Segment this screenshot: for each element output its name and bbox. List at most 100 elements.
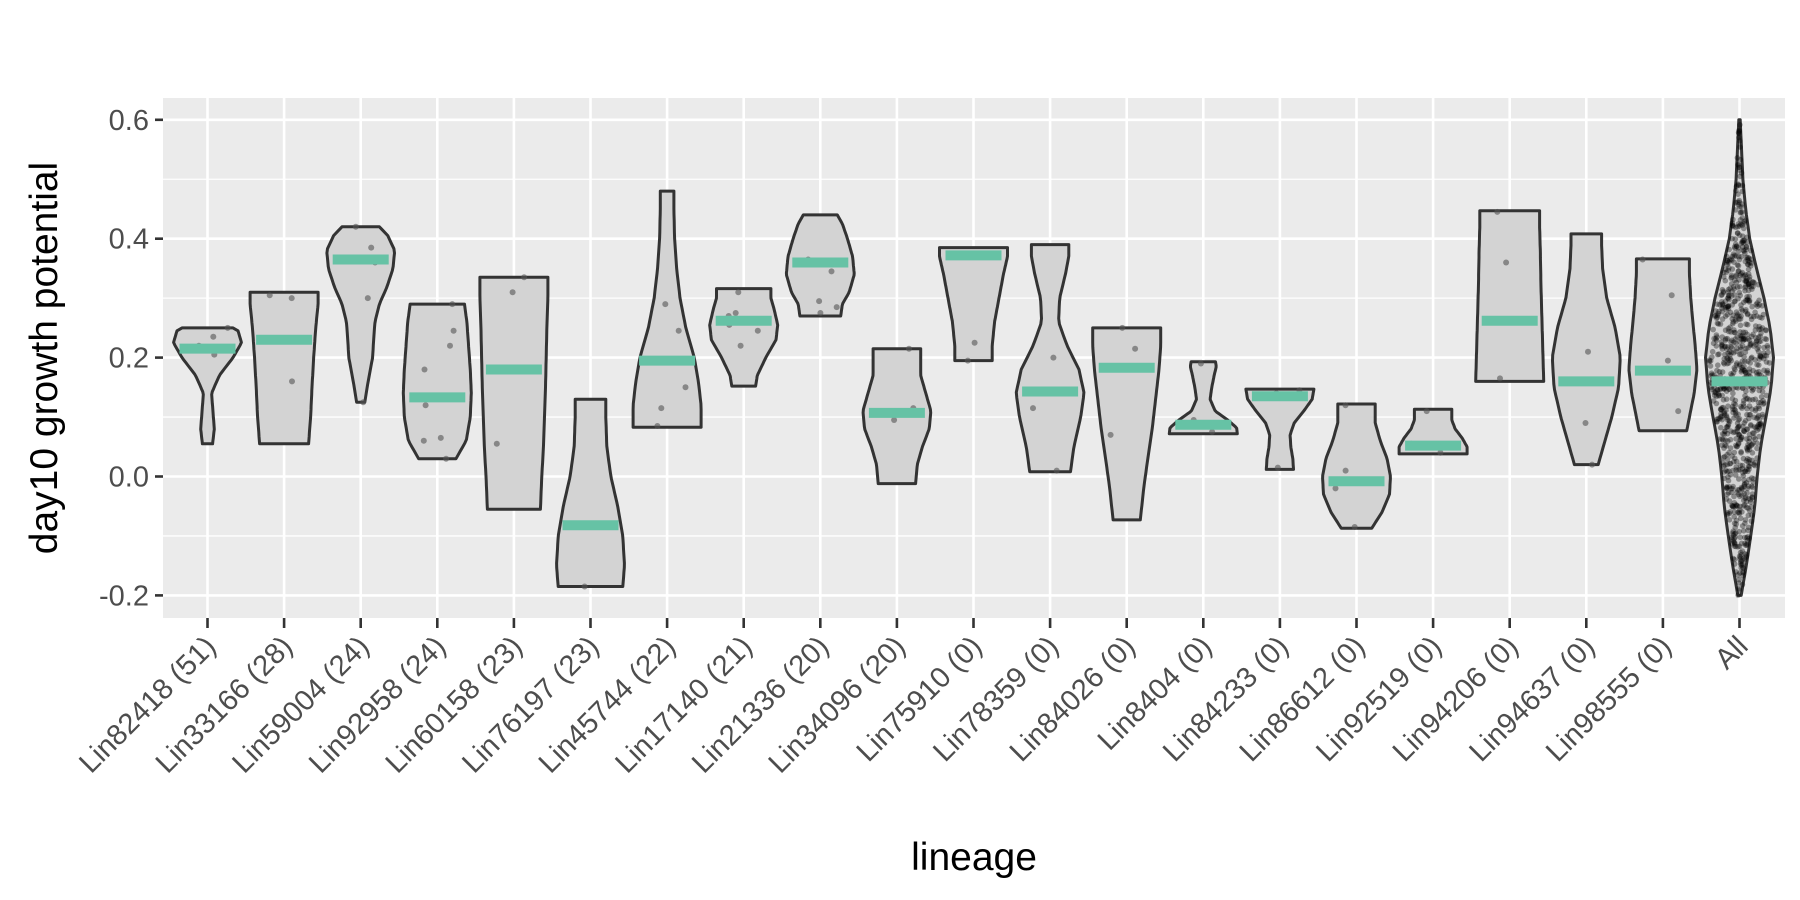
data-point bbox=[1743, 244, 1750, 250]
data-point bbox=[1749, 279, 1756, 285]
data-point bbox=[1728, 275, 1734, 281]
data-point bbox=[1759, 325, 1766, 331]
data-point bbox=[1744, 534, 1751, 540]
data-point bbox=[1726, 418, 1733, 425]
data-point bbox=[662, 301, 669, 308]
data-point bbox=[1750, 367, 1756, 374]
data-point bbox=[1743, 552, 1750, 558]
data-point bbox=[1758, 330, 1764, 336]
data-point bbox=[1738, 369, 1745, 375]
data-point bbox=[1732, 472, 1739, 478]
data-point bbox=[1724, 468, 1731, 475]
data-point bbox=[1746, 274, 1753, 280]
data-point bbox=[1735, 268, 1742, 275]
data-point bbox=[1743, 504, 1750, 511]
data-point bbox=[1742, 258, 1749, 265]
data-point bbox=[1735, 440, 1742, 447]
data-point bbox=[1756, 371, 1762, 378]
data-point bbox=[1720, 437, 1726, 443]
data-point bbox=[1745, 266, 1752, 273]
data-point bbox=[1744, 275, 1750, 282]
data-point bbox=[1742, 284, 1748, 291]
data-point bbox=[1725, 292, 1732, 299]
data-point bbox=[1721, 356, 1727, 362]
data-point bbox=[1717, 406, 1724, 413]
data-point bbox=[1742, 217, 1749, 224]
data-point bbox=[1743, 278, 1750, 284]
data-point bbox=[1744, 297, 1750, 303]
violin bbox=[1704, 118, 1775, 597]
data-point bbox=[1726, 357, 1732, 364]
data-point bbox=[1739, 523, 1746, 529]
data-point bbox=[1756, 368, 1762, 375]
data-point bbox=[1746, 255, 1752, 262]
data-point bbox=[1743, 244, 1750, 250]
data-point bbox=[1755, 344, 1762, 350]
data-point bbox=[1050, 354, 1057, 361]
data-point bbox=[1740, 569, 1746, 575]
data-point bbox=[1736, 351, 1743, 358]
data-point bbox=[1749, 442, 1755, 448]
data-point bbox=[1761, 367, 1767, 374]
data-point bbox=[1757, 352, 1763, 359]
data-point bbox=[1741, 477, 1747, 483]
data-point bbox=[1742, 534, 1748, 541]
data-point bbox=[1737, 534, 1744, 541]
data-point bbox=[1733, 340, 1739, 347]
data-point bbox=[1746, 337, 1753, 344]
data-point bbox=[1741, 240, 1747, 246]
data-point bbox=[1758, 354, 1765, 360]
data-point bbox=[1742, 271, 1749, 278]
data-point bbox=[1744, 310, 1751, 317]
data-point bbox=[1716, 393, 1722, 399]
data-point bbox=[1759, 315, 1765, 321]
data-point bbox=[1720, 288, 1727, 295]
data-point bbox=[1729, 536, 1735, 542]
data-point bbox=[1737, 503, 1743, 510]
data-point bbox=[1737, 549, 1744, 556]
data-point bbox=[1752, 309, 1758, 316]
data-point bbox=[1736, 277, 1742, 283]
data-point bbox=[1749, 457, 1755, 464]
data-point bbox=[1724, 335, 1731, 342]
data-point bbox=[1754, 313, 1760, 319]
data-point bbox=[1752, 407, 1759, 414]
data-point bbox=[1724, 261, 1730, 268]
data-point bbox=[1746, 403, 1753, 409]
data-point bbox=[1712, 313, 1718, 320]
violin bbox=[1627, 257, 1699, 433]
data-point bbox=[1729, 220, 1736, 226]
data-point bbox=[1725, 325, 1732, 332]
data-point bbox=[1724, 485, 1730, 492]
data-point bbox=[1750, 279, 1757, 285]
data-point bbox=[971, 339, 978, 346]
data-point bbox=[360, 399, 367, 406]
data-point bbox=[1731, 327, 1737, 333]
violin bbox=[938, 246, 1009, 363]
data-point bbox=[1132, 345, 1139, 352]
data-point bbox=[1722, 277, 1729, 284]
data-point bbox=[1740, 565, 1747, 571]
data-point bbox=[1739, 343, 1746, 349]
data-point bbox=[1754, 303, 1761, 310]
data-point bbox=[1735, 221, 1742, 227]
data-point bbox=[1722, 428, 1728, 435]
data-point bbox=[682, 384, 689, 391]
data-point bbox=[1747, 341, 1754, 347]
data-point bbox=[1732, 524, 1738, 531]
data-point bbox=[1711, 335, 1717, 342]
data-point bbox=[1764, 367, 1771, 374]
data-point bbox=[1736, 164, 1743, 171]
data-point bbox=[1734, 334, 1740, 340]
data-point bbox=[1723, 336, 1729, 342]
data-point bbox=[1766, 360, 1773, 366]
data-point bbox=[1721, 385, 1728, 392]
data-point bbox=[1746, 411, 1753, 418]
data-point bbox=[1748, 504, 1755, 510]
data-point bbox=[1723, 424, 1730, 430]
data-point bbox=[1721, 475, 1727, 482]
data-point bbox=[1742, 417, 1749, 424]
data-point bbox=[1750, 343, 1757, 349]
data-point bbox=[1585, 348, 1591, 355]
